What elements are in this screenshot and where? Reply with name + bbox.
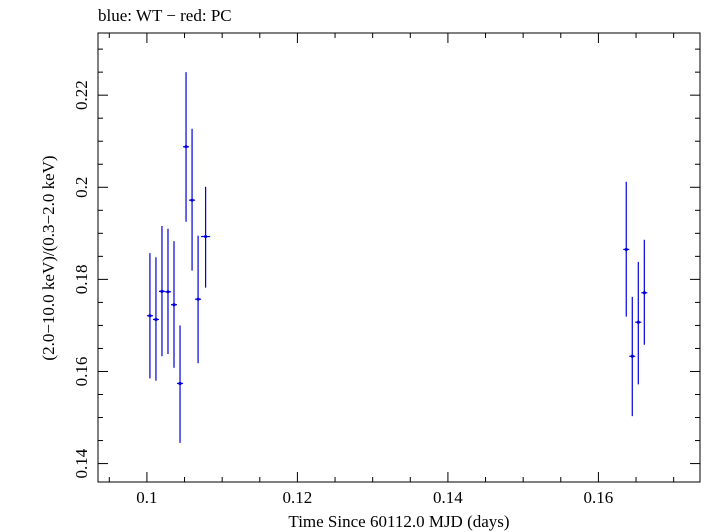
y-tick-label: 0.16 [72,357,91,387]
point-marker [204,234,208,239]
y-tick-label: 0.22 [72,80,91,110]
data-point [641,239,648,345]
data-point [189,128,196,271]
data-point [152,257,159,381]
point-marker [184,145,188,149]
plot-frame [97,32,701,483]
data-point [629,296,636,417]
data-series [146,72,648,443]
y-tick-label: 0.2 [72,177,91,198]
point-marker [172,303,176,307]
x-axis-label: Time Since 60112.0 MJD (days) [288,512,509,531]
point-marker [636,320,640,324]
chart-title: blue: WT − red: PC [98,6,232,25]
data-point [183,72,190,222]
data-point [146,253,153,379]
x-tick-label: 0.14 [433,488,463,507]
point-marker [196,297,200,301]
point-marker [630,354,634,358]
point-marker [148,314,152,318]
y-axis: 0.14 0.16 0.18 0.2 0.22 [72,48,700,478]
point-marker [190,198,194,202]
data-point [170,241,178,368]
point-marker [160,289,164,293]
y-tick-label: 0.14 [72,448,91,478]
point-marker [642,291,646,295]
data-point [635,261,642,385]
data-point [201,186,211,288]
x-axis: 0.1 0.12 0.14 0.16 [108,33,675,507]
point-marker [624,247,628,252]
y-axis-label: (2.0−10.0 keV)/(0.3−2.0 keV) [39,155,58,360]
data-point [623,181,630,317]
point-marker [154,317,158,322]
x-tick-label: 0.16 [584,488,614,507]
x-tick-label: 0.1 [136,488,157,507]
point-marker [178,381,182,386]
data-point [195,235,202,364]
data-point [177,325,184,443]
point-marker [166,290,170,294]
data-point [158,225,165,357]
data-point [164,228,171,354]
x-tick-label: 0.12 [283,488,313,507]
y-tick-label: 0.18 [72,264,91,294]
